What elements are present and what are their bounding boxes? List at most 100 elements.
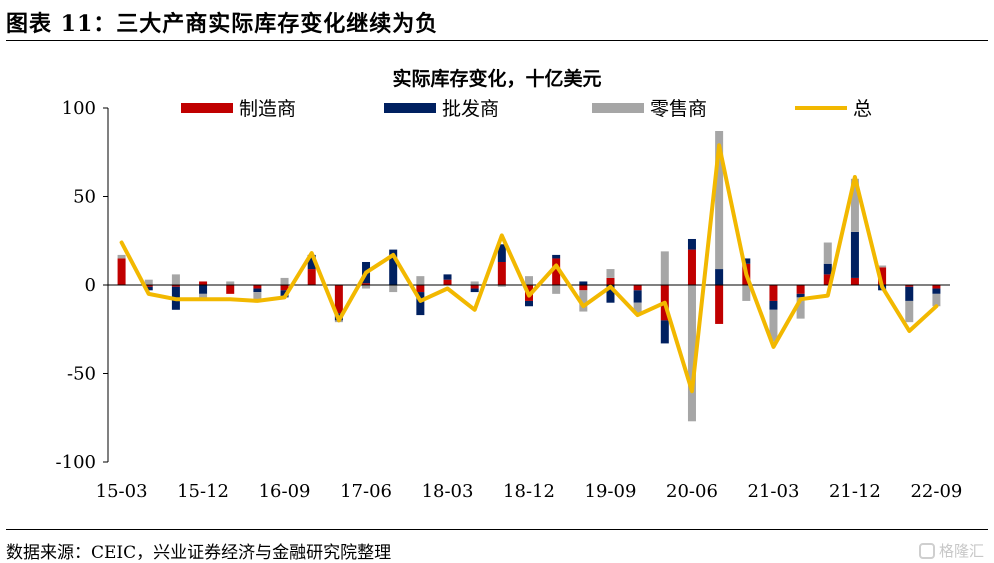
bar-wholesaler	[742, 258, 751, 264]
bar-manufacturer	[416, 285, 425, 293]
bar-wholesaler	[633, 290, 642, 303]
bar-manufacturer	[715, 285, 724, 324]
bar-wholesaler	[606, 285, 615, 303]
bar-manufacturer	[769, 285, 778, 301]
bar-retailer	[253, 292, 262, 300]
bar-wholesaler	[687, 238, 696, 250]
legend-item-retailer: 零售商	[592, 94, 707, 121]
bar-retailer	[552, 285, 561, 294]
legend-item-wholesaler: 批发商	[384, 94, 499, 121]
legend: 制造商 批发商 零售商 总	[0, 94, 994, 121]
legend-swatch-manufacturer	[181, 102, 233, 113]
bar-manufacturer	[633, 285, 642, 291]
bar-wholesaler	[470, 288, 479, 293]
x-tick-label: 15-12	[177, 481, 229, 502]
bar-manufacturer	[171, 285, 180, 287]
bar-manufacturer	[443, 279, 452, 285]
watermark-logo-icon	[918, 542, 935, 559]
bar-retailer	[715, 131, 724, 270]
bar-retailer	[226, 281, 235, 285]
x-tick-label: 19-09	[585, 481, 637, 502]
legend-swatch-retailer	[592, 102, 644, 113]
bar-manufacturer	[334, 285, 343, 314]
bar-wholesaler	[307, 254, 316, 270]
bar-wholesaler	[253, 288, 262, 293]
source-note: 数据来源：CEIC，兴业证券经济与金融研究院整理	[6, 543, 392, 563]
y-tick-label: -50	[67, 364, 96, 385]
top-rule	[6, 40, 988, 41]
bar-manufacturer	[796, 285, 805, 294]
bar-wholesaler	[416, 292, 425, 316]
bar-manufacturer	[226, 285, 235, 294]
legend-label-total: 总	[853, 98, 873, 120]
x-tick-label: 16-09	[259, 481, 311, 502]
bar-wholesaler	[199, 285, 208, 294]
bar-manufacturer	[823, 274, 832, 285]
bar-manufacturer	[144, 285, 153, 287]
bar-manufacturer	[253, 285, 262, 289]
x-tick-label: 18-03	[422, 481, 474, 502]
bar-retailer	[796, 297, 805, 319]
bar-manufacturer	[878, 267, 887, 285]
bar-manufacturer	[606, 277, 615, 285]
x-tick-label: 15-03	[96, 481, 148, 502]
legend-label-manufacturer: 制造商	[239, 98, 297, 120]
bar-retailer	[769, 309, 778, 342]
bar-wholesaler	[525, 300, 533, 307]
bar-retailer	[470, 281, 479, 285]
bar-manufacturer	[905, 285, 914, 287]
bar-wholesaler	[660, 320, 669, 344]
bar-retailer	[497, 285, 506, 287]
figure-title: 图表 11：三大产商实际库存变化继续为负	[6, 11, 439, 37]
bar-retailer	[687, 285, 696, 422]
bar-manufacturer	[579, 285, 588, 291]
bar-retailer	[117, 254, 126, 259]
bar-wholesaler	[144, 286, 153, 291]
watermark-text: 格隆汇	[938, 542, 984, 560]
y-tick-label: 50	[73, 187, 96, 208]
x-tick-label: 21-12	[829, 481, 881, 502]
bar-wholesaler	[796, 293, 805, 298]
bar-retailer	[144, 279, 153, 285]
bar-retailer	[171, 274, 180, 285]
bottom-rule	[6, 529, 988, 530]
bar-retailer	[633, 302, 642, 314]
bar-wholesaler	[850, 231, 859, 278]
y-tick-label: -100	[56, 452, 96, 473]
bar-retailer	[606, 269, 615, 278]
y-tick-label: 0	[85, 275, 96, 296]
bar-retailer	[525, 276, 533, 285]
bar-wholesaler	[905, 286, 914, 301]
watermark: 格隆汇	[918, 540, 984, 561]
bar-manufacturer	[687, 249, 696, 285]
bar-retailer	[280, 277, 289, 285]
bar-retailer	[660, 251, 669, 285]
x-tick-label: 17-06	[340, 481, 392, 502]
bar-retailer	[932, 293, 941, 307]
bar-retailer	[389, 285, 398, 293]
legend-swatch-wholesaler	[384, 102, 436, 113]
bar-retailer	[823, 242, 832, 264]
bar-manufacturer	[280, 285, 289, 291]
x-tick-label: 18-12	[503, 481, 555, 502]
legend-item-manufacturer: 制造商	[181, 94, 296, 121]
y-tick-label: 100	[62, 98, 96, 119]
chart-title: 实际库存变化，十亿美元	[392, 68, 602, 90]
bar-manufacturer	[117, 258, 126, 285]
legend-label-wholesaler: 批发商	[442, 98, 500, 120]
bar-manufacturer	[932, 285, 941, 289]
bar-retailer	[579, 290, 588, 312]
bar-wholesaler	[715, 269, 724, 285]
bar-wholesaler	[769, 300, 778, 310]
line-total	[119, 143, 939, 394]
bar-retailer	[742, 285, 751, 301]
bar-manufacturer	[470, 285, 479, 289]
bar-retailer	[878, 265, 887, 268]
bar-manufacturer	[307, 269, 316, 285]
bar-manufacturer	[497, 261, 506, 285]
x-tick-label: 20-06	[666, 481, 718, 502]
bar-wholesaler	[552, 254, 561, 259]
bar-wholesaler	[443, 274, 452, 280]
legend-label-retailer: 零售商	[650, 98, 708, 120]
